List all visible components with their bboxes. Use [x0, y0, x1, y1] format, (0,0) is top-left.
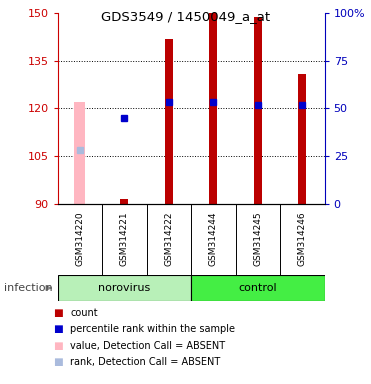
Text: GSM314221: GSM314221 [120, 212, 129, 266]
Text: control: control [239, 283, 277, 293]
Text: GSM314244: GSM314244 [209, 212, 218, 266]
Text: ■: ■ [53, 341, 62, 351]
Text: ■: ■ [53, 324, 62, 334]
Text: infection: infection [4, 283, 52, 293]
Text: percentile rank within the sample: percentile rank within the sample [70, 324, 236, 334]
Text: value, Detection Call = ABSENT: value, Detection Call = ABSENT [70, 341, 226, 351]
Text: rank, Detection Call = ABSENT: rank, Detection Call = ABSENT [70, 358, 221, 367]
Text: GDS3549 / 1450049_a_at: GDS3549 / 1450049_a_at [101, 10, 270, 23]
Text: ■: ■ [53, 308, 62, 318]
Bar [58, 275, 191, 301]
Text: count: count [70, 308, 98, 318]
Text: GSM314246: GSM314246 [298, 212, 307, 266]
Bar [74, 102, 85, 204]
Bar [298, 74, 306, 204]
Bar [254, 17, 262, 204]
Bar [120, 199, 128, 204]
Text: ■: ■ [53, 358, 62, 367]
Text: GSM314220: GSM314220 [75, 212, 84, 266]
Bar [191, 275, 325, 301]
Text: GSM314245: GSM314245 [253, 212, 262, 266]
Text: norovirus: norovirus [98, 283, 150, 293]
Text: GSM314222: GSM314222 [164, 212, 173, 266]
Bar [209, 13, 217, 204]
Bar [165, 39, 173, 204]
